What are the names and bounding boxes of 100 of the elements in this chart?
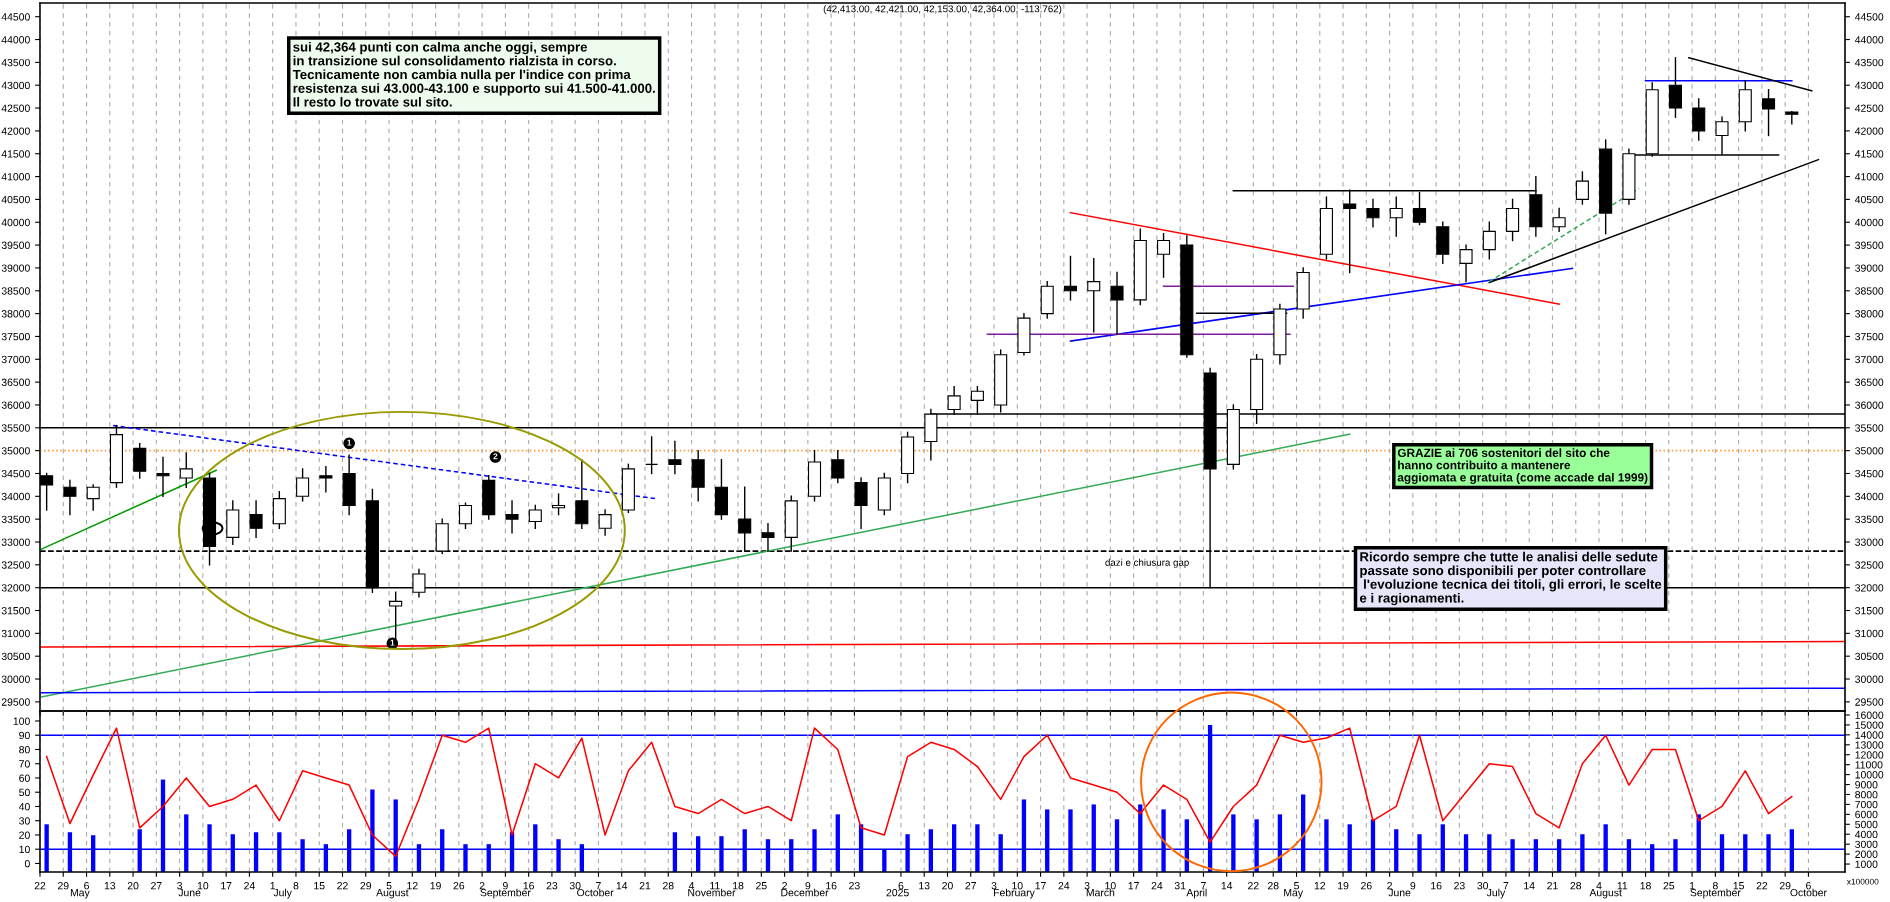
x-tick-label: 27 — [151, 882, 162, 890]
candlestick — [249, 500, 263, 539]
y2-tick-label: 4000 — [1854, 830, 1878, 839]
candlestick — [1692, 98, 1706, 141]
x-tick-label: 31 — [1174, 882, 1186, 890]
y-tick-label: 80 — [19, 745, 30, 754]
x2-tick-label: October — [1790, 888, 1827, 897]
x2-tick-label: November — [688, 888, 736, 897]
x-tick-label: 3 — [1084, 882, 1090, 890]
x-tick-label: 18 — [733, 882, 744, 890]
x2-tick-label: December — [781, 888, 829, 897]
y-tick-label: 10 — [19, 845, 30, 854]
x-tick-label: 21 — [639, 882, 651, 890]
x-tick-label: 30 — [569, 882, 581, 890]
candlestick — [1552, 207, 1566, 233]
x2-tick-label: August — [376, 889, 409, 899]
y-tick-label: 36500 — [1855, 378, 1884, 386]
candlestick — [575, 459, 589, 529]
y-tick-label: 37500 — [1855, 332, 1884, 341]
y2-tick-label: 5000 — [1855, 820, 1878, 829]
y-tick-label: 42000 — [1854, 127, 1884, 135]
x2-tick-label: May — [1284, 889, 1304, 899]
x-tick-label: 14 — [1524, 882, 1535, 890]
x-tick-label: 2 — [782, 882, 787, 890]
x-tick-label: 29 — [58, 882, 69, 890]
x2-tick-label: May — [70, 889, 90, 899]
x-tick-label: 6 — [84, 882, 89, 890]
y-tick-label: 38500 — [1855, 287, 1884, 295]
x-tick-label: 23 — [1454, 882, 1465, 890]
x-tick-label: 13 — [104, 882, 116, 890]
x-tick-label: 4 — [688, 882, 695, 890]
y-tick-label: 39500 — [1855, 241, 1884, 249]
y-tick-label: 35500 — [1855, 424, 1884, 432]
candlestick — [1482, 221, 1496, 260]
x-tick-label: 13 — [919, 882, 930, 890]
candlestick — [319, 465, 333, 493]
y2-tick-label: 13000 — [1855, 741, 1884, 749]
x-tick-label: 1 — [270, 882, 276, 890]
x-tick-label: 10 — [197, 882, 209, 890]
x-tick-label: 1 — [1689, 882, 1695, 890]
y-tick-label: 31000 — [1855, 629, 1884, 638]
y2-tick-label: 1000 — [1855, 860, 1878, 868]
candlestick — [1506, 198, 1520, 242]
x2-tick-label: June — [178, 889, 201, 897]
x2-tick-label: March — [1086, 888, 1115, 897]
x-tick-label: 22 — [1248, 882, 1259, 890]
y-tick-label: 0 — [24, 859, 30, 868]
line-series — [45, 727, 1793, 858]
x-tick-label: 2 — [479, 882, 485, 890]
candlestick — [1459, 244, 1473, 283]
x-tick-label: 16 — [1431, 882, 1442, 890]
x-tick-label: 5 — [1294, 882, 1299, 890]
candlestick — [1575, 171, 1589, 205]
x2-tick-label: July — [273, 888, 292, 899]
y-tick-label: 38000 — [1855, 310, 1884, 318]
candlestick — [63, 479, 77, 516]
candlestick — [179, 452, 193, 488]
y-tick-label: 50 — [19, 788, 30, 797]
y2-tick-label: 10000 — [1855, 771, 1884, 779]
x-tick-label: 29 — [360, 882, 372, 890]
x-tick-label: 26 — [1361, 882, 1372, 890]
candlestick — [854, 477, 868, 529]
x-tick-label: 23 — [849, 882, 860, 890]
x-tick-label: 17 — [221, 882, 232, 890]
x-tick-label: 7 — [1201, 882, 1206, 890]
y-tick-label: 35000 — [1855, 447, 1884, 455]
annotation: Ricordo sempre che tutte le analisi delle sedute passate sono disponibili per poter controllare l'evoluzione tecnica dei titoli, gli errori, le scelte e i ragionamenti. — [1359, 551, 1662, 606]
x-tick-label: 17 — [1035, 882, 1046, 890]
x-tick-label: 6 — [1806, 882, 1811, 890]
candlestick — [156, 456, 170, 498]
candlestick — [1087, 258, 1101, 333]
y-tick-label: 43000 — [1854, 81, 1884, 90]
x2-tick-label: 2025 — [886, 888, 909, 897]
x-tick-label: 26 — [453, 882, 465, 890]
x-tick-label: 12 — [407, 882, 418, 890]
x-tick-label: 21 — [1547, 882, 1558, 890]
x-tick-label: 8 — [1712, 882, 1718, 890]
y-tick-label: 41000 — [1854, 173, 1884, 181]
x2-tick-label: April — [1186, 888, 1207, 899]
annotation: GRAZIE ai 706 sostenitori del sito che hanno contribuito a mantenere aggiomata e gratuita (come accade dal 1999) — [1397, 448, 1648, 484]
y-tick-label: 40 — [18, 802, 30, 811]
x-tick-label: 15 — [314, 882, 325, 890]
x-tick-label: 18 — [1640, 882, 1651, 890]
y-tick-label: 44500 — [1854, 13, 1884, 21]
candlestick — [1762, 89, 1776, 137]
x2-tick-label: October — [577, 888, 614, 897]
x-tick-label: 9 — [502, 882, 508, 890]
candlestick — [1389, 196, 1403, 237]
x-tick-label: 22 — [1756, 882, 1768, 890]
y-tick-label: 40500 — [1854, 195, 1884, 204]
x-tick-label: 14 — [1221, 882, 1233, 890]
x-tick-label: 10 — [1105, 882, 1116, 890]
y2-tick-label: 16000 — [1855, 711, 1884, 719]
x-tick-label: 4 — [1596, 882, 1602, 890]
y-tick-label: 20 — [19, 831, 30, 839]
y-tick-label: 90 — [19, 731, 30, 740]
x-tick-label: 19 — [430, 882, 441, 890]
y2-tick-label: 7000 — [1855, 800, 1878, 809]
y-tick-label: 41500 — [1854, 150, 1884, 158]
candlestick — [1668, 57, 1683, 118]
